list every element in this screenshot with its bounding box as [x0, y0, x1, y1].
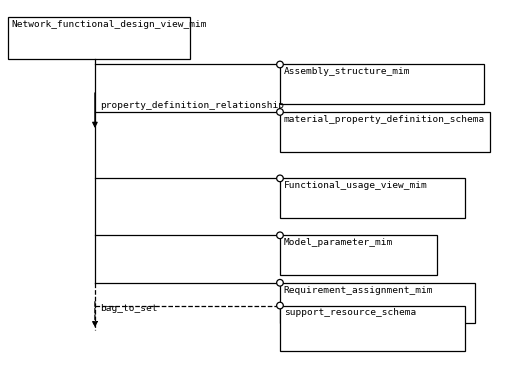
Text: Model_parameter_mim: Model_parameter_mim: [284, 238, 393, 247]
Circle shape: [277, 109, 283, 115]
Bar: [280, 178, 465, 218]
Text: bag_to_set: bag_to_set: [101, 303, 158, 313]
Bar: [280, 65, 484, 104]
Circle shape: [277, 302, 283, 309]
Text: Requirement_assignment_mim: Requirement_assignment_mim: [284, 286, 433, 295]
Bar: [7, 17, 190, 59]
Bar: [280, 112, 490, 152]
Circle shape: [277, 279, 283, 286]
Circle shape: [277, 61, 283, 68]
Circle shape: [277, 175, 283, 182]
Text: material_property_definition_schema: material_property_definition_schema: [284, 115, 485, 124]
Circle shape: [277, 232, 283, 239]
Text: Assembly_structure_mim: Assembly_structure_mim: [284, 68, 410, 76]
Text: Functional_usage_view_mim: Functional_usage_view_mim: [284, 181, 428, 190]
Bar: [280, 235, 436, 275]
Bar: [280, 306, 465, 351]
Text: Network_functional_design_view_mim: Network_functional_design_view_mim: [12, 20, 207, 29]
Text: property_definition_relationship: property_definition_relationship: [101, 101, 285, 109]
Bar: [280, 283, 475, 323]
Text: support_resource_schema: support_resource_schema: [284, 308, 416, 318]
